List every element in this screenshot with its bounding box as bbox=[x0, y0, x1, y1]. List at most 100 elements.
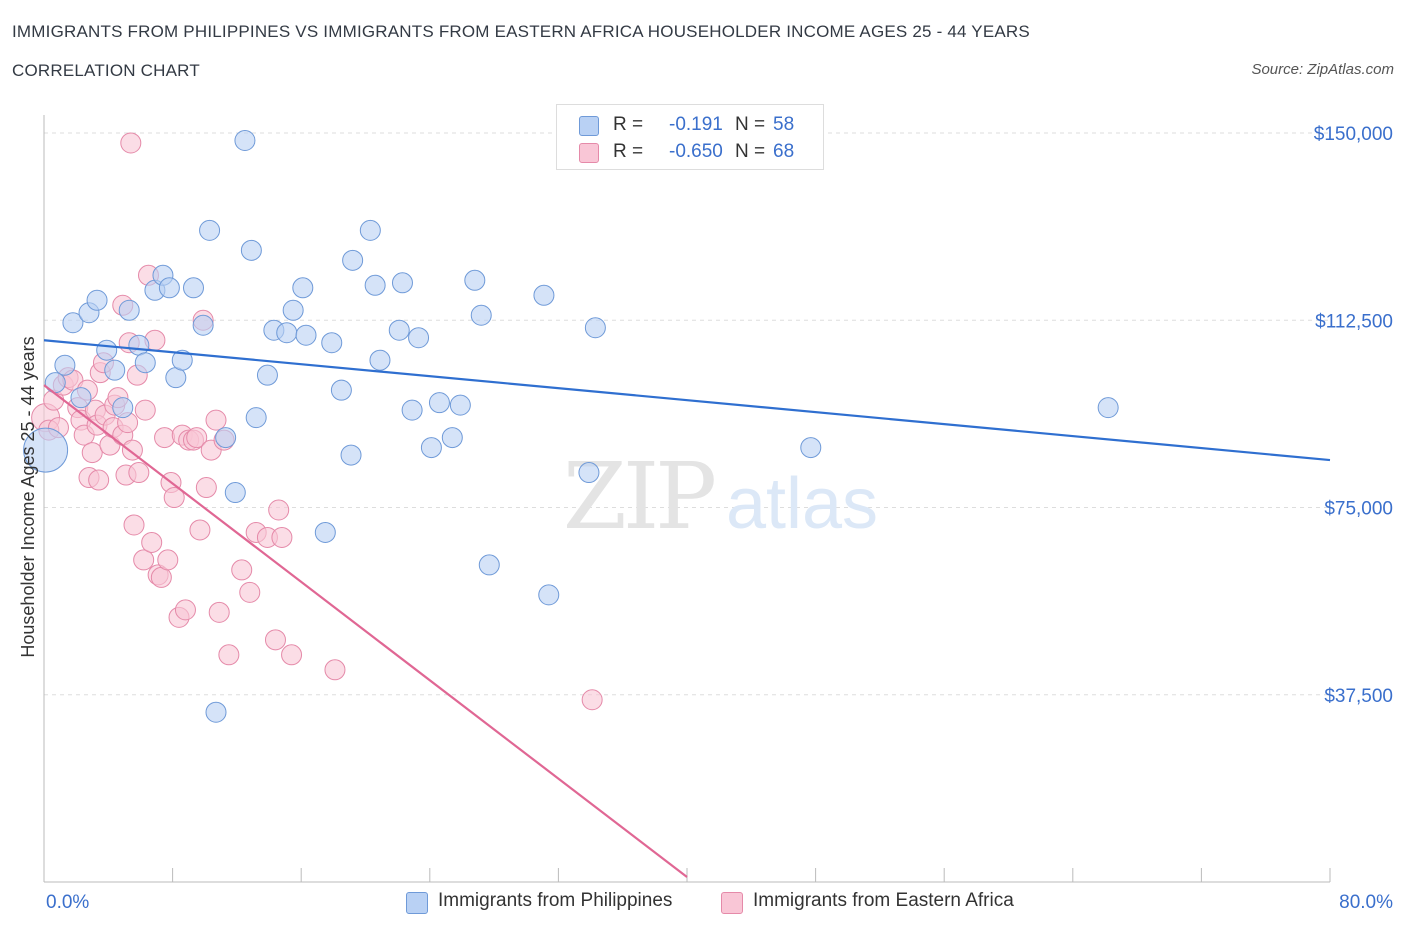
point-philippines bbox=[578, 462, 600, 484]
point-philippines bbox=[234, 129, 256, 151]
point-eastern-africa bbox=[141, 531, 163, 553]
y-axis-label: Householder Income Ages 25 - 44 years bbox=[18, 336, 38, 657]
watermark: ZIP atlas bbox=[563, 443, 878, 550]
point-philippines bbox=[205, 701, 227, 723]
point-philippines bbox=[420, 437, 442, 459]
legend-n-label: N = bbox=[735, 141, 766, 162]
legend-swatch-blue bbox=[406, 892, 428, 914]
point-eastern-africa bbox=[271, 526, 293, 548]
point-philippines bbox=[314, 521, 336, 543]
point-philippines bbox=[388, 319, 410, 341]
legend-swatch-pink bbox=[579, 143, 599, 163]
point-philippines bbox=[62, 312, 84, 334]
legend-label: Immigrants from Philippines bbox=[438, 890, 673, 911]
point-philippines bbox=[478, 554, 500, 576]
point-philippines bbox=[224, 482, 246, 504]
correlation-legend: R = -0.191 N = 58 R = -0.650 N = 68 bbox=[556, 104, 824, 170]
legend-r-value: -0.650 bbox=[669, 141, 723, 162]
trend-line-philippines bbox=[43, 339, 1331, 462]
watermark-zip: ZIP bbox=[563, 443, 714, 550]
point-philippines bbox=[256, 364, 278, 386]
x-tick-label: 80.0% bbox=[1339, 892, 1393, 913]
point-philippines bbox=[192, 314, 214, 336]
point-eastern-africa bbox=[268, 499, 290, 521]
point-eastern-africa bbox=[186, 427, 208, 449]
source-label: Source: ZipAtlas.com bbox=[1251, 61, 1394, 78]
legend-swatch-blue bbox=[579, 116, 599, 136]
point-eastern-africa bbox=[134, 399, 156, 421]
x-tick-label: 0.0% bbox=[46, 892, 89, 913]
point-eastern-africa bbox=[154, 427, 176, 449]
point-philippines bbox=[470, 304, 492, 326]
point-philippines bbox=[158, 277, 180, 299]
series-legend: Immigrants from Philippines Immigrants f… bbox=[0, 890, 1406, 916]
x-tick-labels: 0.0% 80.0% bbox=[46, 892, 1393, 913]
point-philippines bbox=[134, 352, 156, 374]
point-philippines bbox=[321, 332, 343, 354]
point-eastern-africa bbox=[208, 601, 230, 623]
watermark-atlas: atlas bbox=[726, 464, 878, 544]
point-eastern-africa bbox=[218, 644, 240, 666]
point-philippines bbox=[449, 394, 471, 416]
point-philippines bbox=[292, 277, 314, 299]
point-eastern-africa bbox=[163, 487, 185, 509]
grid-lines bbox=[44, 132, 1330, 696]
point-eastern-africa bbox=[123, 514, 145, 536]
point-philippines bbox=[23, 427, 69, 473]
point-eastern-africa bbox=[324, 659, 346, 681]
point-philippines bbox=[86, 289, 108, 311]
point-philippines bbox=[199, 219, 221, 241]
point-philippines bbox=[245, 407, 267, 429]
point-eastern-africa bbox=[231, 559, 253, 581]
point-philippines bbox=[441, 427, 463, 449]
trend-lines bbox=[43, 339, 1331, 878]
point-eastern-africa bbox=[195, 477, 217, 499]
point-philippines bbox=[428, 392, 450, 414]
chart-subtitle: CORRELATION CHART bbox=[12, 61, 200, 80]
point-philippines bbox=[182, 277, 204, 299]
point-philippines bbox=[276, 322, 298, 344]
point-eastern-africa bbox=[81, 442, 103, 464]
point-philippines bbox=[584, 317, 606, 339]
axes bbox=[43, 115, 1331, 883]
point-eastern-africa bbox=[133, 549, 155, 571]
point-philippines bbox=[295, 324, 317, 346]
point-philippines bbox=[342, 249, 364, 271]
point-philippines bbox=[330, 379, 352, 401]
point-eastern-africa bbox=[121, 439, 143, 461]
y-tick-labels: $37,500 $75,000 $112,500 $150,000 bbox=[1314, 124, 1393, 707]
point-philippines bbox=[340, 444, 362, 466]
legend-swatch-pink bbox=[721, 892, 743, 914]
y-tick-label: $37,500 bbox=[1324, 686, 1393, 707]
point-philippines bbox=[464, 269, 486, 291]
point-philippines bbox=[282, 299, 304, 321]
point-philippines bbox=[369, 349, 391, 371]
y-tick-label: $150,000 bbox=[1314, 124, 1393, 145]
point-philippines bbox=[96, 339, 118, 361]
chart-title: IMMIGRANTS FROM PHILIPPINES VS IMMIGRANT… bbox=[12, 22, 1030, 41]
point-philippines bbox=[104, 359, 126, 381]
point-philippines bbox=[359, 219, 381, 241]
point-philippines bbox=[112, 397, 134, 419]
point-eastern-africa bbox=[581, 689, 603, 711]
point-philippines bbox=[118, 299, 140, 321]
point-eastern-africa bbox=[281, 644, 303, 666]
point-eastern-africa bbox=[264, 629, 286, 651]
point-philippines bbox=[171, 349, 193, 371]
point-eastern-africa bbox=[157, 549, 179, 571]
point-eastern-africa bbox=[189, 519, 211, 541]
legend-r-label: R = bbox=[613, 114, 644, 135]
y-tick-label: $112,500 bbox=[1315, 311, 1393, 332]
series-eastern-africa bbox=[31, 132, 603, 711]
point-eastern-africa bbox=[174, 599, 196, 621]
legend-n-label: N = bbox=[735, 114, 766, 135]
series-philippines bbox=[23, 129, 1119, 723]
trend-line-eastern-africa bbox=[43, 384, 688, 878]
point-philippines bbox=[364, 274, 386, 296]
point-eastern-africa bbox=[205, 409, 227, 431]
point-philippines bbox=[240, 239, 262, 261]
point-philippines bbox=[215, 427, 237, 449]
point-philippines bbox=[538, 584, 560, 606]
point-philippines bbox=[391, 272, 413, 294]
